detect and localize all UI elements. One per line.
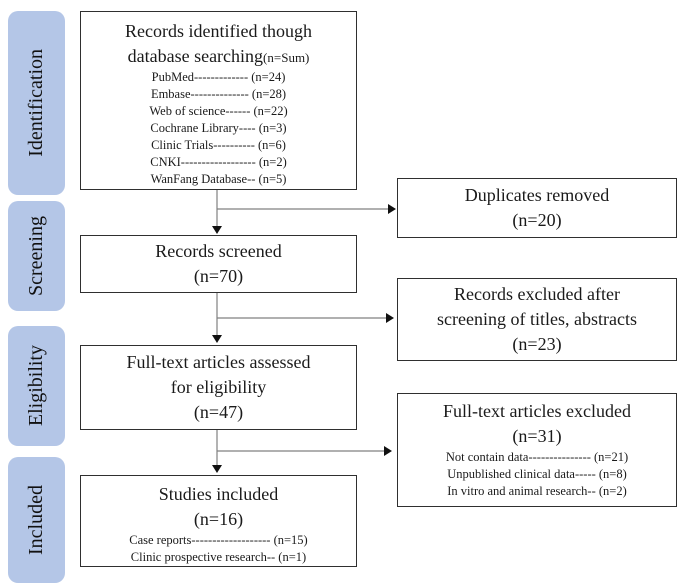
stage-included-label: Included	[25, 485, 47, 555]
fulltext-excluded-title: Full-text articles excluded	[443, 401, 631, 421]
records-excluded-count: (n=23)	[512, 334, 562, 355]
arrowhead-down-1	[212, 226, 222, 234]
stage-eligibility-label: Eligibility	[25, 345, 47, 427]
fulltext-assessed-title-line2: for eligibility	[170, 376, 267, 397]
source-item: PubMed------------- (n=24)	[151, 70, 286, 85]
box-records-identified: Records identified though database searc…	[80, 11, 357, 190]
box-records-screened: Records screened (n=70)	[80, 235, 357, 293]
excluded-reason-item: In vitro and animal research-- (n=2)	[447, 484, 627, 499]
duplicates-removed-title: Duplicates removed	[464, 184, 610, 205]
arrowhead-down-2	[212, 335, 222, 343]
source-item: Web of science------ (n=22)	[149, 104, 288, 119]
excluded-reason-item: Unpublished clinical data----- (n=8)	[447, 467, 627, 482]
source-item: Cochrane Library---- (n=3)	[150, 121, 287, 136]
records-identified-title-line2: database searching(n=Sum)	[127, 46, 310, 67]
source-item: Clinic Trials---------- (n=6)	[151, 138, 286, 153]
arrowhead-down-3	[212, 465, 222, 473]
records-screened-title: Records screened	[155, 240, 282, 261]
fulltext-assessed-count: (n=47)	[193, 402, 244, 423]
box-records-excluded-screening: Records excluded after screening of titl…	[397, 278, 677, 361]
included-item: Case reports------------------- (n=15)	[129, 533, 308, 548]
records-identified-n-sum: (n=Sum)	[263, 50, 310, 66]
source-item: Embase-------------- (n=28)	[150, 87, 287, 102]
source-item: WanFang Database-- (n=5)	[150, 172, 287, 187]
box-fulltext-assessed: Full-text articles assessed for eligibil…	[80, 345, 357, 430]
stage-eligibility: Eligibility	[8, 326, 65, 446]
stage-screening: Screening	[8, 201, 65, 311]
records-screened-count: (n=70)	[193, 266, 244, 286]
included-item: Clinic prospective research-- (n=1)	[130, 550, 307, 565]
records-excluded-title-line2: screening of titles, abstracts	[437, 308, 637, 329]
studies-included-count: (n=16)	[193, 509, 244, 530]
stage-identification: Identification	[8, 11, 65, 195]
fulltext-assessed-title-line1: Full-text articles assessed	[126, 351, 311, 372]
excluded-reason-item: Not contain data--------------- (n=21)	[445, 450, 629, 465]
box-duplicates-removed: Duplicates removed (n=20)	[397, 178, 677, 238]
fulltext-excluded-count: (n=31)	[512, 426, 562, 447]
stage-identification-label: Identification	[25, 49, 47, 157]
arrowhead-right-2	[386, 313, 394, 323]
duplicates-removed-count: (n=20)	[512, 210, 562, 230]
box-studies-included: Studies included (n=16) Case reports----…	[80, 475, 357, 567]
records-excluded-title-line1: Records excluded after	[454, 283, 620, 304]
arrowhead-right-1	[388, 204, 396, 214]
box-fulltext-excluded: Full-text articles excluded (n=31) Not c…	[397, 393, 677, 507]
records-identified-title-line1: Records identified though	[125, 21, 312, 41]
arrowhead-right-3	[384, 446, 392, 456]
stage-screening-label: Screening	[25, 216, 47, 296]
studies-included-title: Studies included	[158, 484, 279, 504]
source-item: CNKI------------------ (n=2)	[150, 155, 287, 170]
stage-included: Included	[8, 457, 65, 583]
